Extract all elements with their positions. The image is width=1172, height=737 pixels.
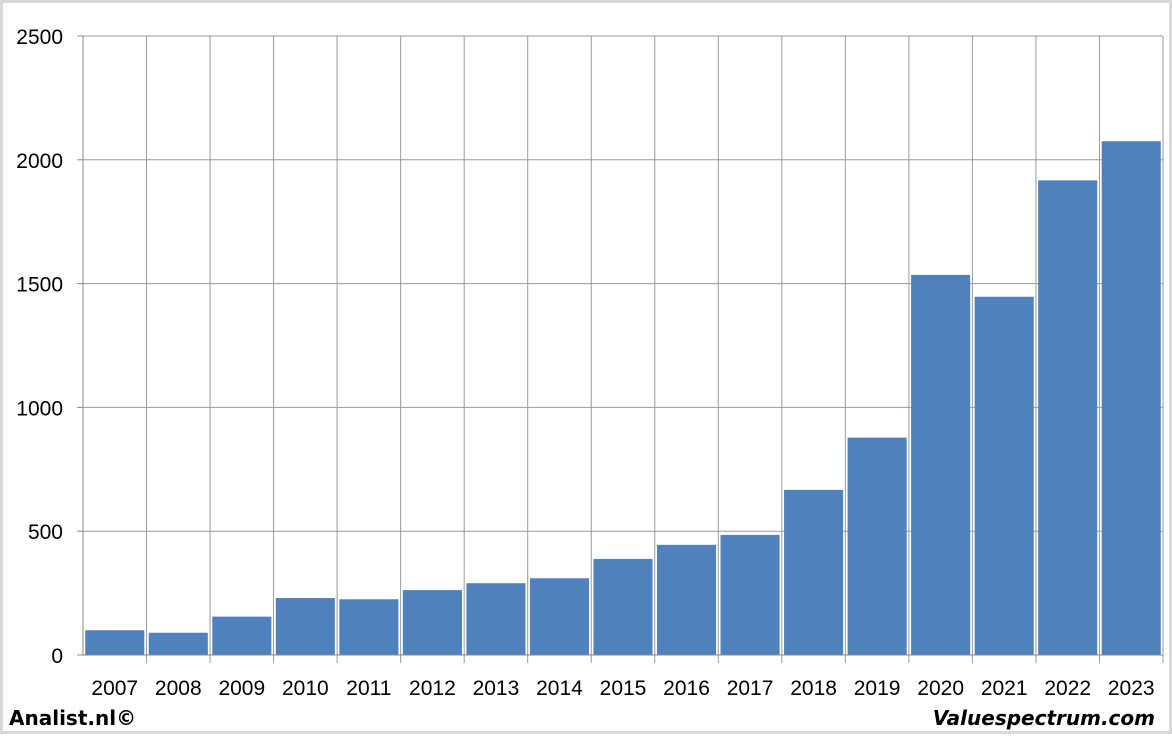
y-tick-label: 500 [28, 521, 63, 544]
bar-2012 [402, 590, 462, 655]
bar-2015 [593, 558, 653, 655]
x-tick-label: 2017 [727, 677, 774, 700]
y-tick-label: 1500 [16, 274, 63, 297]
bar-2007 [85, 630, 145, 655]
x-tick-label: 2023 [1108, 677, 1155, 700]
x-tick-label: 2018 [790, 677, 837, 700]
x-tick-label: 2015 [600, 677, 647, 700]
y-tick-label: 1000 [16, 397, 63, 420]
x-tick-label: 2021 [981, 677, 1028, 700]
x-tick-label: 2007 [91, 677, 138, 700]
bar-2010 [275, 598, 335, 655]
bar-2023 [1101, 141, 1161, 656]
bar-chart: 0 500 1000 1500 2000 2500 2007 2008 2009 2010 201… [16, 26, 1164, 700]
x-tick-label: 2019 [854, 677, 901, 700]
x-tick-label: 2022 [1044, 677, 1091, 700]
bars [85, 141, 1161, 656]
y-tick-label: 2500 [16, 26, 63, 49]
bar-2009 [212, 616, 272, 655]
source-credit-left: Analist.nl© [9, 706, 137, 730]
x-tick-label: 2014 [536, 677, 583, 700]
x-tick-label: 2020 [917, 677, 964, 700]
bar-2020 [911, 274, 971, 655]
x-tick-label: 2012 [409, 677, 456, 700]
x-tick-labels: 2007 2008 2009 2010 2011 2012 2013 2014 2015 2016… [91, 677, 1154, 700]
bar-2011 [339, 599, 399, 655]
bar-2018 [784, 489, 844, 655]
y-tick-labels: 0 500 1000 1500 2000 2500 [16, 26, 63, 668]
bar-2022 [1038, 180, 1098, 655]
bar-2021 [974, 296, 1034, 655]
x-tick-label: 2011 [346, 677, 391, 700]
x-tick-label: 2009 [218, 677, 265, 700]
bar-2019 [847, 437, 907, 655]
bar-2008 [148, 632, 208, 655]
x-tick-label: 2013 [473, 677, 520, 700]
x-tick-label: 2008 [155, 677, 202, 700]
x-gridlines [146, 36, 1164, 663]
bar-2017 [720, 534, 780, 655]
x-tick-label: 2016 [663, 677, 710, 700]
y-tick-label: 0 [51, 645, 63, 668]
x-tick-label: 2010 [282, 677, 329, 700]
bar-2013 [466, 583, 526, 655]
source-credit-right: Valuespectrum.com [932, 706, 1155, 730]
y-tick-label: 2000 [16, 150, 63, 173]
bar-2014 [529, 578, 590, 655]
bar-2016 [656, 544, 717, 655]
axes [77, 35, 1163, 656]
